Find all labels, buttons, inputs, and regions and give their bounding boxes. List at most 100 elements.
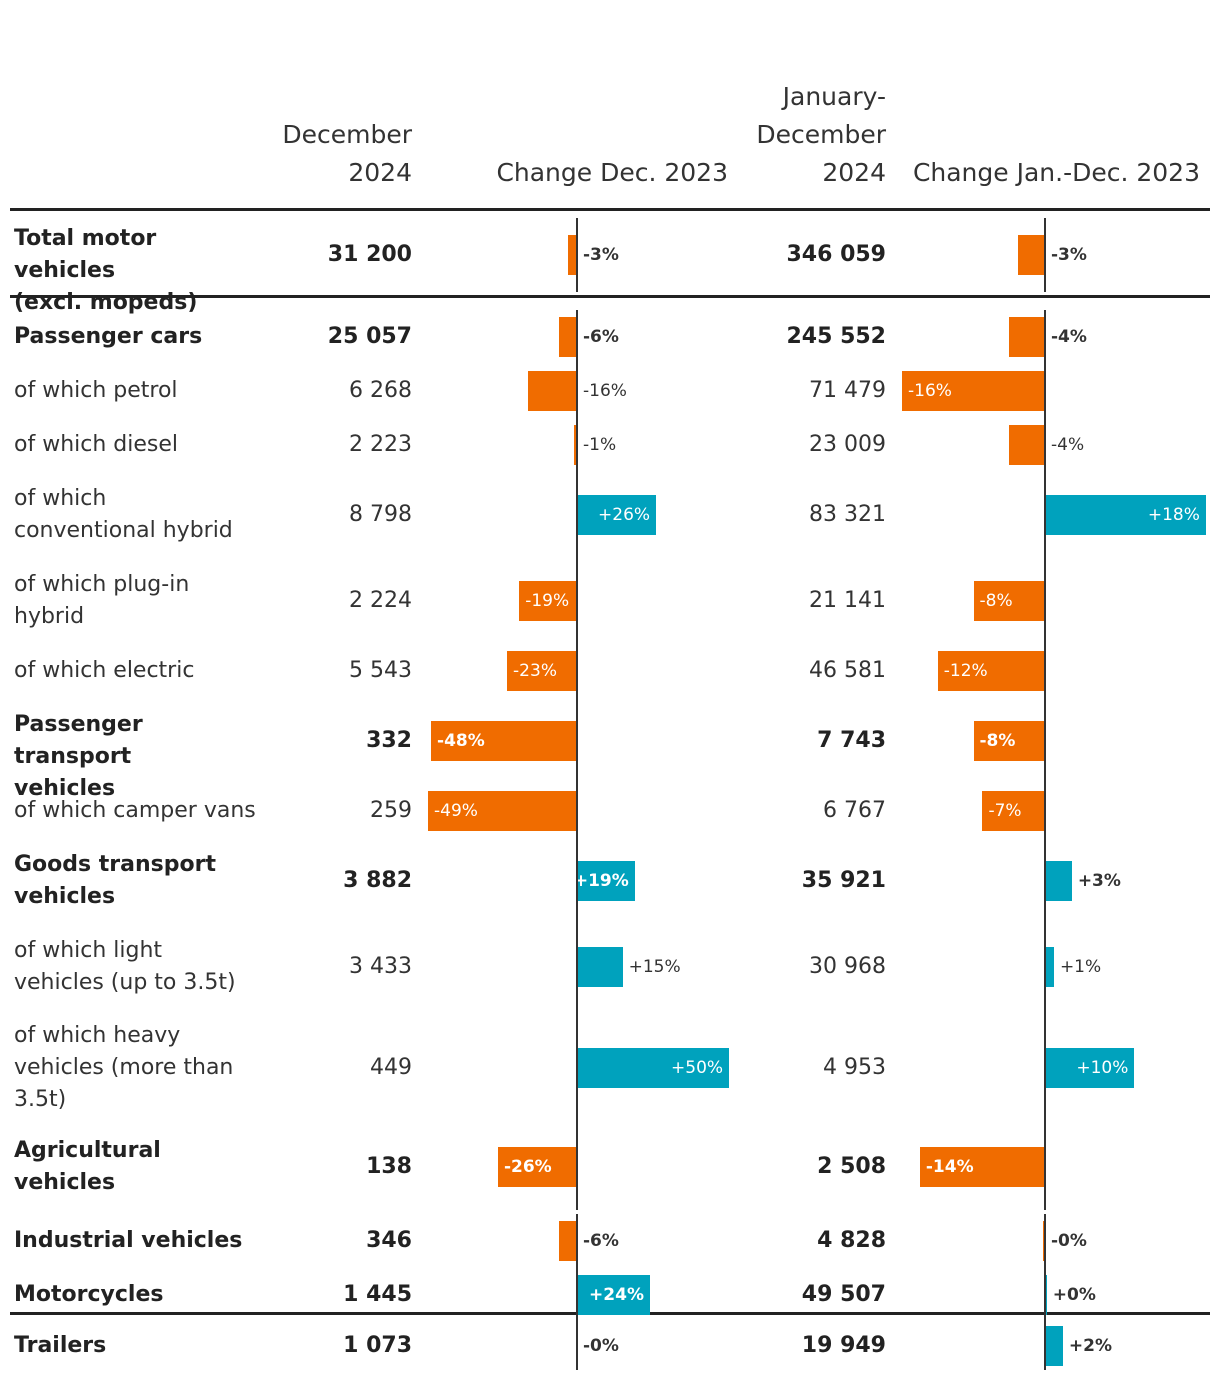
- change-jan-bar: [1045, 861, 1072, 901]
- change-dec-label: +19%: [573, 871, 629, 891]
- change-dec-bar: [528, 371, 577, 411]
- row-label-line: Total motor vehicles: [14, 226, 157, 283]
- table-row: of which plug-in hybrid 2 224 21 141 -19% -8%: [0, 558, 1220, 644]
- change-dec-label: +24%: [589, 1285, 644, 1305]
- december-value: 8 798: [349, 502, 412, 527]
- change-jan-axis: [1044, 418, 1046, 472]
- january-december-value: 245 552: [786, 324, 886, 349]
- table-row: Passenger cars 25 057 245 552 -6% -4%: [0, 310, 1220, 364]
- december-value: 2 224: [349, 588, 412, 613]
- table-header: December 2024 Change Dec. 2023 January- …: [0, 0, 1220, 210]
- change-jan-bar: [1009, 317, 1045, 357]
- change-jan-axis: [1044, 924, 1046, 1010]
- row-label: of which diesel: [14, 429, 264, 461]
- header-january-december-2024: January- December 2024: [756, 78, 886, 192]
- header-jan-line2: December: [756, 120, 886, 149]
- change-dec-bar: [558, 317, 577, 357]
- change-jan-axis: [1044, 698, 1046, 784]
- change-dec-axis: [576, 1124, 578, 1210]
- december-value: 2 223: [349, 432, 412, 457]
- header-change-dec-2023: Change Dec. 2023: [438, 154, 728, 192]
- change-jan-bar: [1045, 495, 1206, 535]
- december-value: 449: [370, 1055, 412, 1080]
- change-jan-label: +3%: [1077, 871, 1121, 891]
- january-december-value: 30 968: [809, 954, 886, 979]
- row-label: Trailers: [14, 1330, 264, 1362]
- change-jan-bar: [1045, 947, 1054, 987]
- table-row: of which petrol 6 268 71 479 -16% -16%: [0, 364, 1220, 418]
- change-dec-bar: [567, 235, 577, 275]
- change-dec-label: -49%: [434, 801, 478, 821]
- row-label-line: Trailers: [14, 1333, 107, 1358]
- change-dec-label: -26%: [503, 1157, 552, 1177]
- change-jan-label: +0%: [1052, 1285, 1096, 1305]
- table-row: Industrial vehicles 346 4 828 -6% -0%: [0, 1214, 1220, 1268]
- table-row: of which conventional hybrid 8 798 83 321 +2…: [0, 472, 1220, 558]
- change-dec-axis: [576, 924, 578, 1010]
- table-row: of which diesel 2 223 23 009 -1% -4%: [0, 418, 1220, 472]
- row-label-line: Agricultural: [14, 1138, 161, 1163]
- change-jan-label: +1%: [1059, 957, 1102, 977]
- change-dec-axis: [576, 1010, 578, 1126]
- header-december-2024: December 2024: [282, 116, 412, 192]
- change-dec-bar: [577, 947, 623, 987]
- row-label: of which heavy vehicles (more than 3.5t): [14, 1020, 264, 1116]
- january-december-value: 71 479: [809, 378, 886, 403]
- change-dec-axis: [576, 838, 578, 924]
- change-jan-label: -3%: [1051, 245, 1087, 265]
- change-dec-axis: [576, 418, 578, 472]
- row-label: Motorcycles: [14, 1279, 264, 1311]
- row-label: Goods transport vehicles: [14, 849, 264, 913]
- change-jan-axis: [1044, 472, 1046, 558]
- row-label: Industrial vehicles: [14, 1225, 264, 1257]
- change-dec-axis: [576, 1322, 578, 1370]
- header-december-line2: 2024: [348, 158, 412, 187]
- december-value: 259: [370, 798, 412, 823]
- row-label: Agricultural vehicles: [14, 1135, 264, 1199]
- change-jan-label: -7%: [988, 801, 1022, 821]
- row-label-line: of which petrol: [14, 378, 178, 403]
- change-dec-label: +50%: [671, 1058, 724, 1078]
- change-jan-label: -8%: [979, 591, 1013, 611]
- row-label: of which electric: [14, 655, 264, 687]
- december-value: 6 268: [349, 378, 412, 403]
- change-dec-bar: [558, 1221, 577, 1261]
- header-change-jan-text: Change Jan.-Dec. 2023: [912, 158, 1200, 187]
- change-dec-bar: [577, 861, 635, 901]
- row-label-line: of which camper vans: [14, 798, 256, 823]
- change-dec-axis: [576, 472, 578, 558]
- change-jan-bar: [973, 581, 1045, 621]
- december-value: 31 200: [327, 242, 412, 267]
- change-jan-bar: [919, 1147, 1045, 1187]
- change-dec-label: -6%: [583, 327, 619, 347]
- change-jan-axis: [1044, 218, 1046, 292]
- change-dec-bar: [577, 1048, 730, 1088]
- change-jan-label: -8%: [979, 731, 1016, 751]
- change-dec-label: -48%: [437, 731, 485, 751]
- row-label-line: Passenger cars: [14, 324, 203, 349]
- table-row: Agricultural vehicles 138 2 508 -26% -14%: [0, 1124, 1220, 1210]
- change-dec-bar: [573, 425, 577, 465]
- change-jan-label: -14%: [925, 1157, 974, 1177]
- change-jan-axis: [1044, 644, 1046, 698]
- change-jan-axis: [1044, 1322, 1046, 1370]
- change-dec-label: -3%: [583, 245, 619, 265]
- change-dec-axis: [576, 644, 578, 698]
- row-label: Passenger cars: [14, 321, 264, 353]
- row-label-line: (excl. mopeds): [14, 290, 198, 315]
- change-dec-axis: [576, 1214, 578, 1268]
- header-change-dec-text: Change Dec. 2023: [496, 158, 728, 187]
- january-december-value: 23 009: [809, 432, 886, 457]
- change-jan-bar: [1009, 425, 1045, 465]
- january-december-value: 21 141: [809, 588, 886, 613]
- row-label: of which conventional hybrid: [14, 483, 264, 547]
- december-value: 25 057: [327, 324, 412, 349]
- december-value: 1 445: [343, 1282, 412, 1307]
- row-label-line: of which plug-in: [14, 572, 190, 597]
- january-december-value: 2 508: [817, 1154, 886, 1179]
- change-jan-bar: [902, 371, 1045, 411]
- change-jan-label: -12%: [943, 661, 988, 681]
- december-value: 138: [366, 1154, 412, 1179]
- change-dec-axis: [576, 218, 578, 292]
